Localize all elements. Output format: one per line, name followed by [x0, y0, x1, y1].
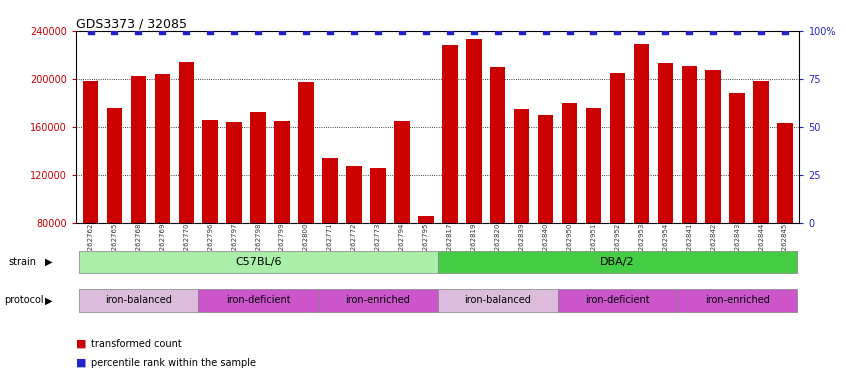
Bar — [706, 70, 721, 223]
Point — [778, 28, 792, 34]
Bar — [130, 76, 146, 223]
Bar — [79, 289, 198, 312]
Bar — [777, 123, 793, 223]
Bar — [562, 103, 577, 223]
Bar — [729, 93, 745, 223]
Bar — [83, 81, 98, 223]
Text: protocol: protocol — [4, 295, 44, 305]
Point — [491, 28, 504, 34]
Text: GDS3373 / 32085: GDS3373 / 32085 — [76, 17, 187, 30]
Bar — [657, 63, 673, 223]
Bar — [437, 251, 797, 273]
Bar — [754, 81, 769, 223]
Point — [658, 28, 672, 34]
Text: iron-deficient: iron-deficient — [585, 295, 650, 306]
Point — [755, 28, 768, 34]
Point — [443, 28, 457, 34]
Point — [539, 28, 552, 34]
Text: iron-balanced: iron-balanced — [464, 295, 531, 306]
Point — [419, 28, 432, 34]
Bar — [322, 158, 338, 223]
Point — [611, 28, 624, 34]
Point — [587, 28, 601, 34]
Bar — [585, 108, 602, 223]
Text: strain: strain — [8, 257, 36, 267]
Bar — [514, 109, 530, 223]
Text: iron-deficient: iron-deficient — [226, 295, 290, 306]
Bar — [682, 66, 697, 223]
Point — [563, 28, 576, 34]
Text: ▶: ▶ — [45, 257, 52, 267]
Text: iron-balanced: iron-balanced — [105, 295, 172, 306]
Bar — [250, 112, 266, 223]
Bar — [79, 251, 437, 273]
Text: ■: ■ — [76, 358, 86, 368]
Bar — [634, 44, 649, 223]
Point — [515, 28, 529, 34]
Point — [347, 28, 360, 34]
Text: ▶: ▶ — [45, 295, 52, 305]
Point — [467, 28, 481, 34]
Point — [706, 28, 720, 34]
Bar — [318, 289, 437, 312]
Point — [156, 28, 169, 34]
Point — [132, 28, 146, 34]
Bar — [346, 166, 362, 223]
Bar — [678, 289, 797, 312]
Bar — [179, 62, 194, 223]
Text: iron-enriched: iron-enriched — [705, 295, 770, 306]
Text: iron-enriched: iron-enriched — [345, 295, 410, 306]
Point — [371, 28, 385, 34]
Point — [730, 28, 744, 34]
Point — [84, 28, 97, 34]
Point — [228, 28, 241, 34]
Text: transformed count: transformed count — [91, 339, 182, 349]
Text: C57BL/6: C57BL/6 — [235, 257, 282, 267]
Bar — [299, 82, 314, 223]
Point — [107, 28, 121, 34]
Point — [204, 28, 217, 34]
Text: percentile rank within the sample: percentile rank within the sample — [91, 358, 256, 368]
Point — [634, 28, 648, 34]
Point — [683, 28, 696, 34]
Text: ■: ■ — [76, 339, 86, 349]
Bar — [107, 108, 122, 223]
Bar — [610, 73, 625, 223]
Bar — [371, 167, 386, 223]
Bar — [418, 215, 434, 223]
Bar — [437, 289, 558, 312]
Bar — [155, 74, 170, 223]
Bar — [227, 122, 242, 223]
Point — [251, 28, 265, 34]
Bar — [466, 39, 481, 223]
Point — [179, 28, 193, 34]
Bar — [558, 289, 678, 312]
Bar — [274, 121, 290, 223]
Bar — [198, 289, 318, 312]
Bar — [538, 115, 553, 223]
Point — [275, 28, 288, 34]
Bar — [202, 119, 218, 223]
Text: DBA/2: DBA/2 — [600, 257, 634, 267]
Point — [299, 28, 313, 34]
Bar — [442, 45, 458, 223]
Point — [323, 28, 337, 34]
Point — [395, 28, 409, 34]
Bar — [490, 67, 505, 223]
Bar — [394, 121, 409, 223]
